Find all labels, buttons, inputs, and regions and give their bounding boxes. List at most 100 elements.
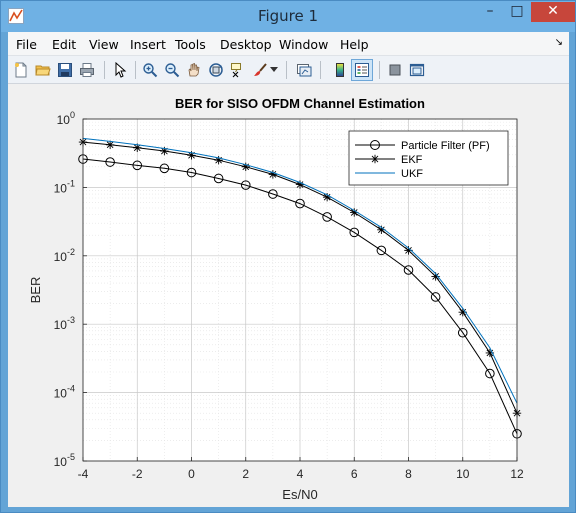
data-point-ekf — [322, 192, 332, 202]
window-title: Figure 1 — [257, 7, 319, 25]
data-point-ekf — [350, 208, 359, 217]
toolbar-separator — [104, 61, 105, 79]
toolbar-separator — [320, 61, 321, 79]
legend-marker-pf — [370, 140, 380, 150]
data-point-ekf — [431, 272, 440, 281]
figure-client: File Edit View Insert Tools Desktop Wind… — [8, 32, 569, 507]
x-tick-label: -4 — [78, 467, 89, 481]
open-folder-icon — [35, 65, 51, 76]
dropdown-arrow-icon — [270, 67, 278, 72]
menu-overflow-arrow[interactable]: ↘ — [554, 37, 563, 48]
x-tick-label: 10 — [456, 467, 470, 481]
menu-tools[interactable]: Tools — [175, 37, 206, 52]
pan-button[interactable] — [183, 59, 205, 81]
data-point-pf — [159, 163, 170, 174]
series-line-ukf — [82, 137, 518, 404]
edit-plot-button[interactable] — [109, 59, 131, 81]
data-point-pf — [457, 327, 468, 338]
new-figure-button[interactable] — [10, 59, 32, 81]
data-point-ekf — [160, 146, 169, 156]
insert-colorbar-button[interactable] — [329, 59, 351, 81]
x-tick-label: 4 — [297, 467, 304, 481]
y-tick-label: 10-4 — [54, 384, 75, 401]
y-tick-label: 10-2 — [54, 247, 75, 264]
legend-label-ekf: EKF — [401, 154, 423, 166]
printer-icon — [80, 63, 94, 77]
data-point-ekf — [187, 151, 196, 160]
legend-star-shape — [370, 154, 380, 164]
title-bar[interactable]: Figure 1 – □ ✕ — [1, 1, 575, 32]
data-point-ekf — [105, 140, 115, 149]
data-point-pf — [349, 227, 360, 238]
data-point-ekf — [458, 307, 467, 317]
data-point-pf — [295, 198, 305, 209]
data-point-ekf — [485, 348, 495, 358]
menu-insert[interactable]: Insert — [130, 37, 166, 52]
insert-legend-button[interactable] — [351, 59, 373, 81]
pointer-arrow-icon — [115, 62, 127, 78]
tick-marks — [82, 118, 518, 462]
data-point-pf — [485, 368, 495, 379]
data-point-pf — [268, 189, 278, 199]
toolbar-separator — [286, 61, 287, 79]
data-point-pf — [105, 157, 115, 167]
menu-window[interactable]: Window — [279, 37, 329, 52]
menu-edit[interactable]: Edit — [52, 37, 77, 52]
link-plot-button[interactable] — [293, 59, 315, 81]
ber-plot[interactable]: -4 -2 0 2 4 6 8 10 12 10-5 10-4 10-3 10-2 10-1 100 BE… — [8, 85, 569, 507]
data-cursor-button[interactable] — [227, 59, 249, 81]
save-button[interactable] — [54, 59, 76, 81]
brush-dropdown-button[interactable] — [269, 59, 279, 81]
data-point-pf — [132, 160, 143, 171]
data-point-pf — [213, 173, 224, 184]
menu-view[interactable]: View — [89, 37, 119, 52]
hide-plot-tools-button[interactable] — [384, 59, 406, 81]
open-file-button[interactable] — [32, 59, 54, 81]
y-tick-labels: 10-5 10-4 10-3 10-2 10-1 100 — [54, 110, 75, 469]
print-button[interactable] — [76, 59, 98, 81]
brush-button[interactable] — [249, 59, 271, 81]
data-point-ekf — [295, 180, 305, 189]
legend[interactable]: Particle Filter (PF) EKF UKF — [348, 130, 509, 186]
legend-label-pf: Particle Filter (PF) — [401, 140, 490, 152]
zoom-in-button[interactable] — [139, 59, 161, 81]
y-tick-label: 100 — [57, 110, 75, 127]
y-tick-label: 10-5 — [54, 452, 75, 469]
menu-file[interactable]: File — [16, 37, 37, 52]
series-line-pf — [82, 158, 518, 435]
rotate-3d-icon — [209, 63, 223, 77]
legend-marker-ekf — [370, 154, 380, 164]
menu-help[interactable]: Help — [340, 37, 369, 52]
figure-toolbar — [8, 56, 569, 84]
x-tick-label: 2 — [242, 467, 249, 481]
y-tick-label: 10-1 — [54, 178, 75, 195]
maximize-button[interactable]: □ — [510, 3, 524, 19]
close-button[interactable]: ✕ — [531, 2, 575, 22]
pan-hand-icon — [188, 62, 200, 77]
data-cursor-icon — [231, 63, 241, 78]
x-tick-label: -2 — [132, 467, 143, 481]
x-tick-label: 8 — [405, 467, 412, 481]
data-point-ekf — [377, 225, 386, 234]
data-point-ekf — [133, 143, 142, 152]
data-point-pf — [403, 265, 414, 275]
show-plot-tools-icon — [409, 63, 425, 77]
colorbar-icon — [336, 63, 344, 77]
show-plot-tools-button[interactable] — [406, 59, 428, 81]
zoom-out-button[interactable] — [161, 59, 183, 81]
minimize-button[interactable]: – — [486, 3, 494, 19]
menu-bar: File Edit View Insert Tools Desktop Wind… — [8, 32, 569, 56]
toolbar-separator — [379, 61, 380, 79]
legend-label-ukf: UKF — [401, 168, 423, 180]
x-tick-label: 6 — [351, 467, 358, 481]
legend-icon — [355, 63, 369, 77]
data-point-ekf — [241, 162, 250, 172]
rotate-3d-button[interactable] — [205, 59, 227, 81]
y-axis-label: BER — [28, 277, 43, 304]
data-point-pf — [322, 212, 332, 222]
figure-canvas[interactable]: -4 -2 0 2 4 6 8 10 12 10-5 10-4 10-3 10-2 10-1 100 BE… — [8, 85, 569, 507]
menu-desktop[interactable]: Desktop — [220, 37, 272, 52]
save-disk-icon — [58, 63, 72, 77]
matlab-figure-icon — [8, 8, 24, 24]
